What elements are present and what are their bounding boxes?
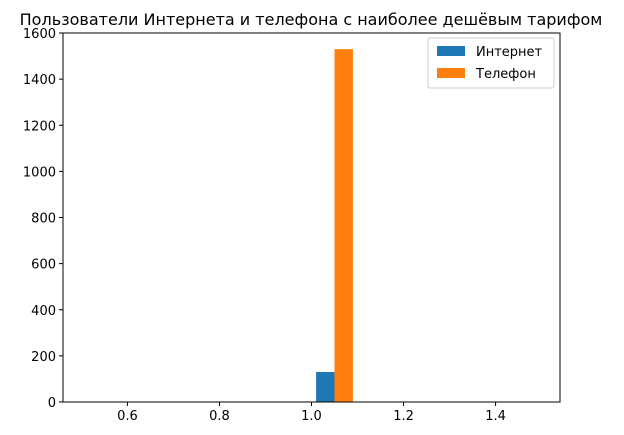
y-tick-label: 1400 (23, 73, 56, 88)
x-tick-label: 1.2 (393, 409, 414, 424)
x-tick-label: 1.0 (301, 409, 322, 424)
y-tick-label: 600 (31, 258, 56, 273)
y-tick-label: 200 (31, 350, 56, 365)
y-tick-label: 0 (48, 396, 56, 411)
bar-internet (316, 372, 335, 402)
legend-swatch (437, 46, 465, 56)
legend-label: Телефон (475, 67, 536, 82)
bars-group (316, 49, 353, 403)
y-tick-label: 800 (31, 212, 56, 227)
y-tick-label: 400 (31, 304, 56, 319)
x-tick-label: 0.8 (209, 409, 230, 424)
chart-title: Пользователи Интернета и телефона с наиб… (20, 10, 603, 29)
y-tick-label: 1200 (23, 119, 56, 134)
legend-swatch (437, 68, 465, 78)
y-tick-label: 1600 (23, 27, 56, 42)
x-tick-label: 0.6 (117, 409, 138, 424)
x-tick-label: 1.4 (485, 409, 506, 424)
legend: Интернет Телефон (427, 37, 555, 89)
ticks-group: 0.6 0.8 1.0 1.2 1.4 0 200 400 600 800 1000 1200 1400… (23, 27, 506, 424)
legend-label: Интернет (476, 45, 543, 60)
y-tick-label: 1000 (23, 165, 56, 180)
bar-phone (334, 49, 353, 403)
